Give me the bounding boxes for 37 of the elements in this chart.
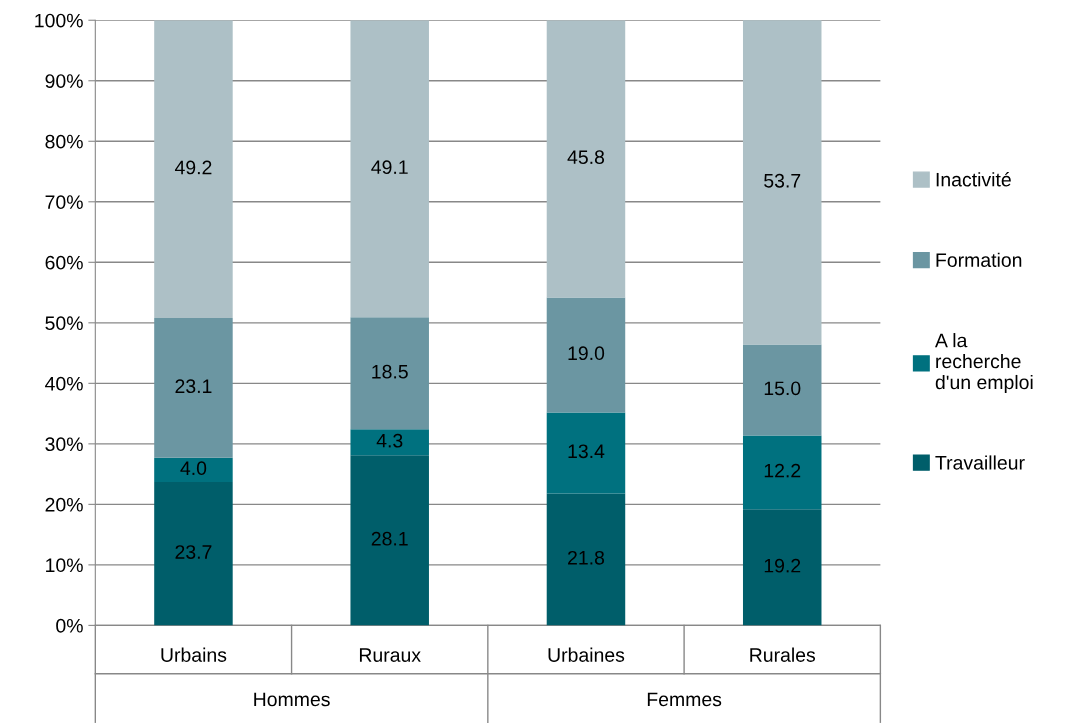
x-tick-label: Rurales: [750, 647, 816, 662]
y-tick-label: 50%: [45, 316, 83, 331]
data-label: 23.1: [175, 379, 212, 394]
data-label: 21.8: [568, 550, 605, 565]
data-label: 4.0: [180, 461, 207, 476]
data-label: 45.8: [567, 150, 605, 165]
data-label: 49.1: [371, 160, 408, 175]
y-tick-label: 80%: [45, 134, 83, 149]
text: Femmes: [647, 692, 722, 707]
data-label: 15.0: [764, 381, 801, 396]
data-label: 53.7: [764, 173, 801, 188]
data-label: 19.0: [568, 346, 605, 361]
legend-label: Formation: [936, 252, 1022, 267]
data-label: 4.3: [376, 433, 403, 448]
data-label: 12.2: [764, 463, 801, 478]
y-tick-label: 20%: [45, 497, 83, 512]
y-tick-label: 100%: [35, 13, 83, 28]
y-tick-label: 90%: [45, 74, 83, 88]
y-tick-label: 0%: [56, 618, 83, 633]
y-tick-label: 70%: [45, 195, 83, 210]
y-tick-label: 40%: [45, 376, 83, 391]
legend-label: Inactivité: [936, 172, 1011, 187]
data-label: 18.5: [372, 364, 408, 379]
data-label: 23.7: [175, 545, 212, 559]
y-tick-label: 10%: [46, 558, 83, 573]
data-label: 49.2: [174, 160, 212, 175]
y-tick-label: 30%: [45, 437, 83, 452]
data-label: 19.2: [764, 558, 801, 573]
x-tick-label: Ruraux: [359, 648, 421, 662]
legend-label: A la recherche d'un emploi: [934, 333, 1033, 394]
data-label: 13.4: [568, 444, 605, 459]
x-tick-label: Urbaines: [548, 647, 625, 662]
text: Hommes: [254, 692, 330, 707]
y-tick-label: 60%: [45, 255, 83, 270]
legend-label: Travailleur: [935, 455, 1025, 470]
x-tick-label: Urbains: [161, 647, 227, 662]
data-label: 28.1: [371, 531, 408, 546]
